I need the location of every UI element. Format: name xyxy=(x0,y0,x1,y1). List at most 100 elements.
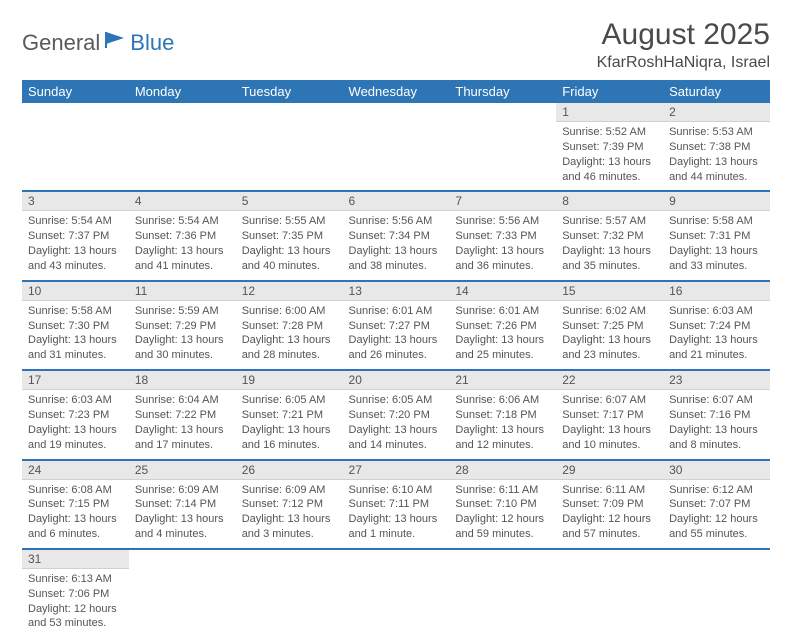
day-cell: Sunrise: 6:07 AMSunset: 7:17 PMDaylight:… xyxy=(556,390,663,460)
empty-cell xyxy=(343,568,450,637)
day-number: 11 xyxy=(129,281,236,301)
empty-cell xyxy=(22,103,129,122)
day-cell: Sunrise: 6:04 AMSunset: 7:22 PMDaylight:… xyxy=(129,390,236,460)
day-number: 20 xyxy=(343,370,450,390)
day-header: Saturday xyxy=(663,80,770,103)
daylight-line: Daylight: 12 hours and 55 minutes. xyxy=(669,512,764,542)
sunrise-line: Sunrise: 6:04 AM xyxy=(135,393,230,408)
day-number: 10 xyxy=(22,281,129,301)
day-cell: Sunrise: 5:55 AMSunset: 7:35 PMDaylight:… xyxy=(236,211,343,281)
sunset-line: Sunset: 7:36 PM xyxy=(135,229,230,244)
sunrise-line: Sunrise: 6:10 AM xyxy=(349,483,444,498)
empty-cell xyxy=(343,103,450,122)
sunrise-line: Sunrise: 5:58 AM xyxy=(669,214,764,229)
day-cell: Sunrise: 6:03 AMSunset: 7:24 PMDaylight:… xyxy=(663,300,770,370)
daylight-line: Daylight: 13 hours and 1 minute. xyxy=(349,512,444,542)
empty-cell xyxy=(663,568,770,637)
sunrise-line: Sunrise: 6:05 AM xyxy=(242,393,337,408)
empty-cell xyxy=(129,122,236,192)
day-number: 5 xyxy=(236,191,343,211)
sunrise-line: Sunrise: 5:56 AM xyxy=(455,214,550,229)
sunset-line: Sunset: 7:10 PM xyxy=(455,497,550,512)
day-number: 3 xyxy=(22,191,129,211)
empty-cell xyxy=(129,103,236,122)
sunset-line: Sunset: 7:22 PM xyxy=(135,408,230,423)
sunset-line: Sunset: 7:32 PM xyxy=(562,229,657,244)
sunset-line: Sunset: 7:07 PM xyxy=(669,497,764,512)
daylight-line: Daylight: 13 hours and 23 minutes. xyxy=(562,333,657,363)
sunset-line: Sunset: 7:09 PM xyxy=(562,497,657,512)
day-cell: Sunrise: 6:11 AMSunset: 7:09 PMDaylight:… xyxy=(556,479,663,549)
day-number: 13 xyxy=(343,281,450,301)
day-number: 12 xyxy=(236,281,343,301)
logo-text-dark: General xyxy=(22,30,100,56)
day-number: 1 xyxy=(556,103,663,122)
sunrise-line: Sunrise: 6:01 AM xyxy=(349,304,444,319)
empty-cell xyxy=(236,568,343,637)
logo-text-blue: Blue xyxy=(130,30,174,56)
day-cell: Sunrise: 6:05 AMSunset: 7:21 PMDaylight:… xyxy=(236,390,343,460)
daylight-line: Daylight: 13 hours and 44 minutes. xyxy=(669,155,764,185)
day-number: 17 xyxy=(22,370,129,390)
sunset-line: Sunset: 7:18 PM xyxy=(455,408,550,423)
sunset-line: Sunset: 7:39 PM xyxy=(562,140,657,155)
sunset-line: Sunset: 7:30 PM xyxy=(28,319,123,334)
sunset-line: Sunset: 7:12 PM xyxy=(242,497,337,512)
day-cell: Sunrise: 6:10 AMSunset: 7:11 PMDaylight:… xyxy=(343,479,450,549)
sunrise-line: Sunrise: 6:01 AM xyxy=(455,304,550,319)
sunset-line: Sunset: 7:16 PM xyxy=(669,408,764,423)
empty-cell xyxy=(236,122,343,192)
day-cell: Sunrise: 6:07 AMSunset: 7:16 PMDaylight:… xyxy=(663,390,770,460)
day-number: 23 xyxy=(663,370,770,390)
sunrise-line: Sunrise: 6:09 AM xyxy=(242,483,337,498)
day-header-row: SundayMondayTuesdayWednesdayThursdayFrid… xyxy=(22,80,770,103)
day-number: 28 xyxy=(449,460,556,480)
sunrise-line: Sunrise: 6:03 AM xyxy=(669,304,764,319)
daylight-line: Daylight: 13 hours and 31 minutes. xyxy=(28,333,123,363)
daylight-line: Daylight: 12 hours and 59 minutes. xyxy=(455,512,550,542)
day-number: 16 xyxy=(663,281,770,301)
sunrise-line: Sunrise: 6:06 AM xyxy=(455,393,550,408)
day-cell: Sunrise: 6:09 AMSunset: 7:14 PMDaylight:… xyxy=(129,479,236,549)
day-cell: Sunrise: 5:56 AMSunset: 7:34 PMDaylight:… xyxy=(343,211,450,281)
empty-cell xyxy=(343,549,450,569)
empty-cell xyxy=(343,122,450,192)
sunset-line: Sunset: 7:24 PM xyxy=(669,319,764,334)
sunset-line: Sunset: 7:33 PM xyxy=(455,229,550,244)
empty-cell xyxy=(449,549,556,569)
sunset-line: Sunset: 7:27 PM xyxy=(349,319,444,334)
day-cell: Sunrise: 6:00 AMSunset: 7:28 PMDaylight:… xyxy=(236,300,343,370)
day-cell: Sunrise: 5:54 AMSunset: 7:36 PMDaylight:… xyxy=(129,211,236,281)
empty-cell xyxy=(449,122,556,192)
sunset-line: Sunset: 7:31 PM xyxy=(669,229,764,244)
day-cell: Sunrise: 6:11 AMSunset: 7:10 PMDaylight:… xyxy=(449,479,556,549)
empty-cell xyxy=(236,549,343,569)
sunrise-line: Sunrise: 6:09 AM xyxy=(135,483,230,498)
sunset-line: Sunset: 7:26 PM xyxy=(455,319,550,334)
sunrise-line: Sunrise: 5:54 AM xyxy=(135,214,230,229)
sunrise-line: Sunrise: 6:08 AM xyxy=(28,483,123,498)
empty-cell xyxy=(663,549,770,569)
day-cell: Sunrise: 5:58 AMSunset: 7:31 PMDaylight:… xyxy=(663,211,770,281)
sunrise-line: Sunrise: 6:07 AM xyxy=(562,393,657,408)
daylight-line: Daylight: 13 hours and 38 minutes. xyxy=(349,244,444,274)
empty-cell xyxy=(22,122,129,192)
logo: General Blue xyxy=(22,30,174,56)
daylight-line: Daylight: 13 hours and 21 minutes. xyxy=(669,333,764,363)
sunset-line: Sunset: 7:28 PM xyxy=(242,319,337,334)
daylight-line: Daylight: 13 hours and 3 minutes. xyxy=(242,512,337,542)
sunrise-line: Sunrise: 5:57 AM xyxy=(562,214,657,229)
day-cell: Sunrise: 5:54 AMSunset: 7:37 PMDaylight:… xyxy=(22,211,129,281)
day-number: 4 xyxy=(129,191,236,211)
day-cell: Sunrise: 6:01 AMSunset: 7:27 PMDaylight:… xyxy=(343,300,450,370)
sunrise-line: Sunrise: 6:00 AM xyxy=(242,304,337,319)
day-cell: Sunrise: 6:08 AMSunset: 7:15 PMDaylight:… xyxy=(22,479,129,549)
daylight-line: Daylight: 13 hours and 43 minutes. xyxy=(28,244,123,274)
day-cell: Sunrise: 5:52 AMSunset: 7:39 PMDaylight:… xyxy=(556,122,663,192)
daylight-line: Daylight: 13 hours and 35 minutes. xyxy=(562,244,657,274)
sunrise-line: Sunrise: 6:05 AM xyxy=(349,393,444,408)
sunrise-line: Sunrise: 5:59 AM xyxy=(135,304,230,319)
day-cell: Sunrise: 5:57 AMSunset: 7:32 PMDaylight:… xyxy=(556,211,663,281)
day-cell: Sunrise: 6:05 AMSunset: 7:20 PMDaylight:… xyxy=(343,390,450,460)
location: KfarRoshHaNiqra, Israel xyxy=(597,54,770,72)
